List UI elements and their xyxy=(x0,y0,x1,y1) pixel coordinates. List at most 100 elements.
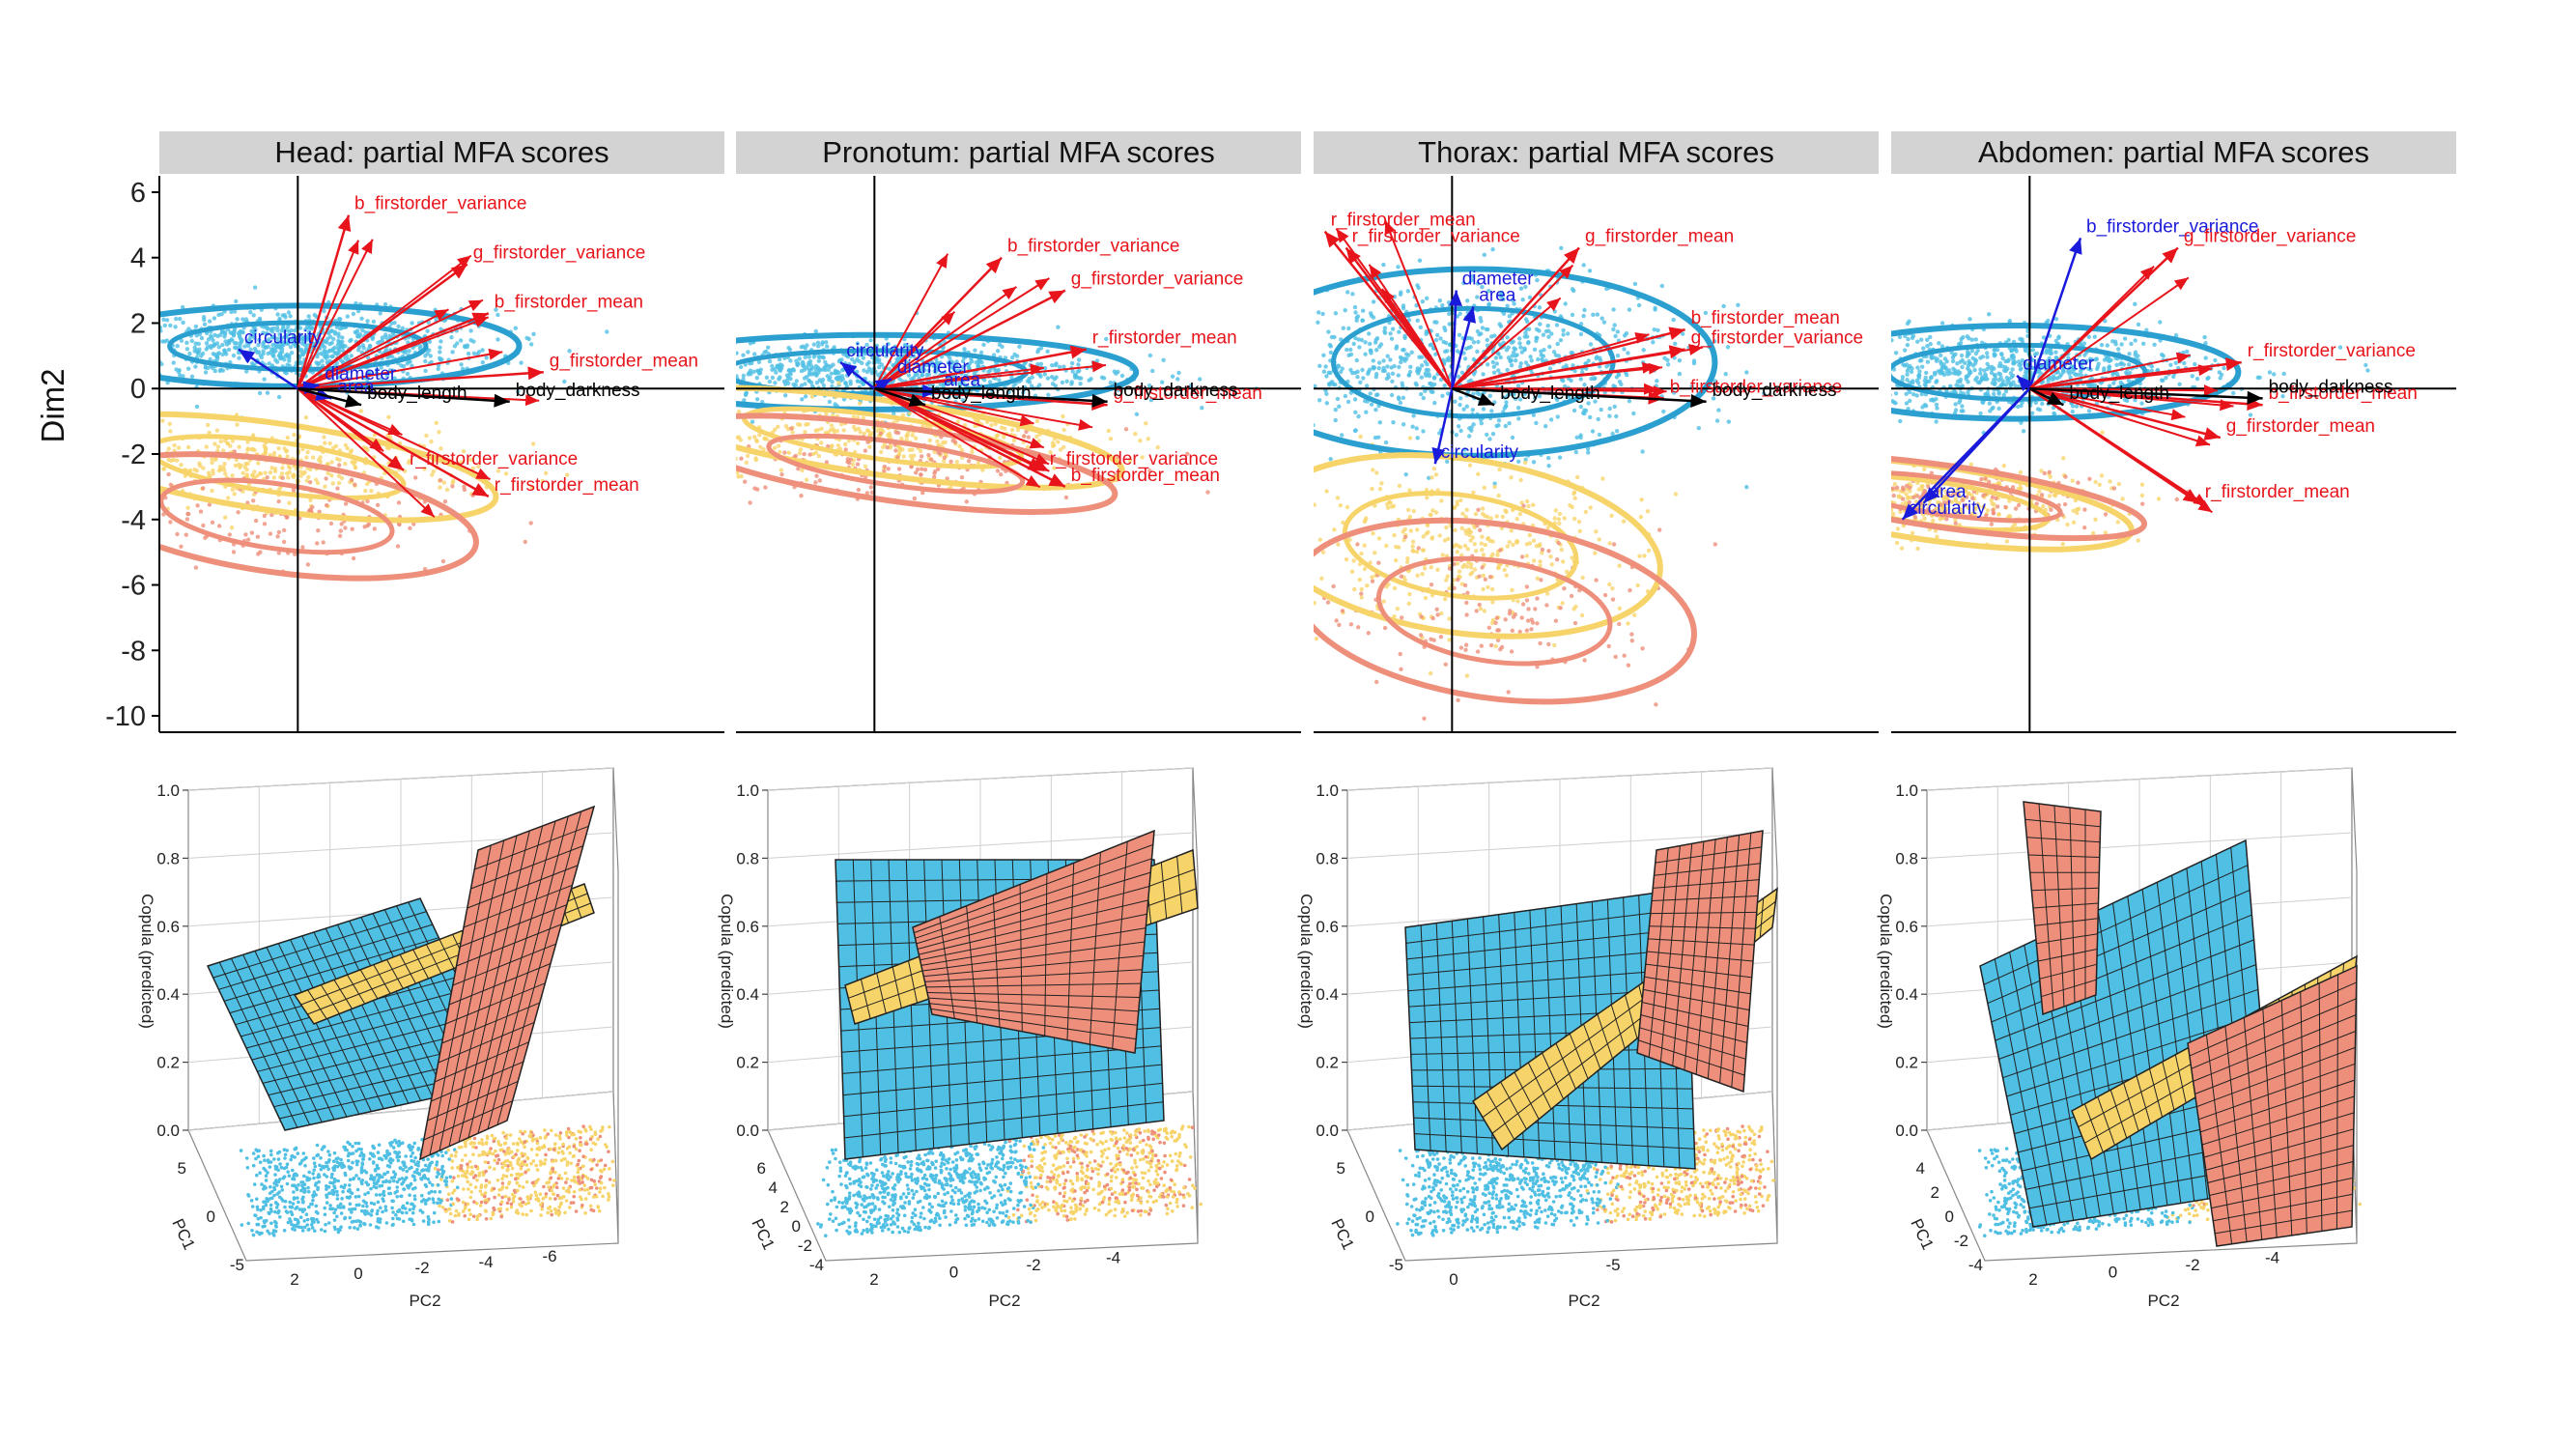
score-point xyxy=(396,500,402,505)
score-point xyxy=(65,498,69,502)
score-point xyxy=(2086,409,2092,413)
score-point xyxy=(715,424,719,428)
score-point xyxy=(1578,433,1583,438)
score-point xyxy=(1326,329,1331,334)
score-point xyxy=(1407,514,1413,520)
score-point xyxy=(271,326,276,331)
score-point xyxy=(1599,407,1603,412)
score-point xyxy=(513,326,518,330)
score-point xyxy=(337,348,342,354)
score-point xyxy=(206,422,211,428)
score-point xyxy=(1485,337,1490,343)
score-point xyxy=(1496,423,1501,428)
score-point xyxy=(392,376,397,381)
score-point xyxy=(1299,346,1303,350)
score-point xyxy=(1624,331,1629,336)
score-point xyxy=(701,378,705,382)
score-point xyxy=(1561,327,1566,333)
score-point xyxy=(1577,528,1583,533)
score-point xyxy=(238,329,242,334)
score-point xyxy=(1411,508,1416,514)
score-point xyxy=(1373,337,1378,342)
score-point xyxy=(651,373,655,377)
score-point xyxy=(1399,667,1403,671)
score-point xyxy=(716,376,720,380)
score-point xyxy=(0,498,2,502)
score-point xyxy=(782,450,787,455)
score-point xyxy=(1597,537,1601,542)
score-point xyxy=(1468,538,1473,543)
score-point xyxy=(151,353,155,356)
score-point xyxy=(725,369,729,373)
score-point xyxy=(1049,375,1055,380)
score-point xyxy=(1292,598,1296,602)
score-point xyxy=(365,355,371,360)
score-point xyxy=(291,335,297,340)
score-point xyxy=(343,355,348,361)
score-point xyxy=(226,339,231,344)
mfa-panel-1: Pronotum: partial MFA scoresb_firstorder… xyxy=(651,131,1301,733)
score-point xyxy=(724,412,728,416)
score-point xyxy=(97,356,100,360)
score-point xyxy=(1726,419,1732,424)
score-point xyxy=(218,367,223,372)
score-point xyxy=(331,336,336,342)
score-point xyxy=(149,466,153,469)
score-point xyxy=(1525,618,1531,623)
score-point xyxy=(438,345,442,350)
score-point xyxy=(91,351,95,355)
score-point xyxy=(757,371,762,376)
score-point xyxy=(709,425,713,429)
score-point xyxy=(330,481,335,486)
score-point xyxy=(1464,673,1470,678)
score-point xyxy=(1264,564,1268,568)
score-point xyxy=(1415,527,1420,532)
score-point xyxy=(136,351,140,355)
score-point xyxy=(816,355,821,359)
score-point xyxy=(148,358,152,362)
score-point xyxy=(1611,327,1616,332)
score-point xyxy=(1434,320,1439,325)
score-point xyxy=(1665,362,1671,367)
score-point xyxy=(1640,449,1645,454)
score-point xyxy=(1422,566,1428,571)
score-point xyxy=(1586,450,1591,455)
score-point xyxy=(689,373,693,377)
score-point xyxy=(306,329,312,334)
score-point xyxy=(1744,370,1749,375)
score-point xyxy=(221,465,226,470)
score-point xyxy=(1401,422,1406,427)
score-point xyxy=(1467,434,1472,439)
score-point xyxy=(161,317,166,322)
score-point xyxy=(322,308,326,314)
score-point xyxy=(268,531,273,536)
score-point xyxy=(1425,496,1430,500)
score-point xyxy=(1057,364,1062,369)
score-point xyxy=(1627,399,1632,404)
score-point xyxy=(867,432,873,438)
score-point xyxy=(1371,358,1376,363)
score-point xyxy=(267,337,271,342)
score-point xyxy=(919,454,924,459)
score-point xyxy=(816,358,821,363)
score-point xyxy=(1628,587,1632,593)
score-point xyxy=(413,475,418,480)
score-point xyxy=(336,480,342,486)
score-point xyxy=(230,338,235,343)
score-point xyxy=(336,331,341,336)
score-point xyxy=(704,419,708,423)
score-point xyxy=(1307,350,1311,354)
score-point xyxy=(16,476,20,480)
score-point xyxy=(193,565,199,570)
score-point xyxy=(1511,339,1515,344)
score-point xyxy=(1146,437,1150,441)
score-point xyxy=(1274,363,1278,367)
score-point xyxy=(562,379,567,384)
score-point xyxy=(168,429,173,434)
score-point xyxy=(164,318,170,323)
score-point xyxy=(285,435,290,440)
score-point xyxy=(1304,561,1308,565)
score-point xyxy=(704,363,708,367)
score-point xyxy=(194,348,199,353)
score-point xyxy=(1327,342,1333,348)
